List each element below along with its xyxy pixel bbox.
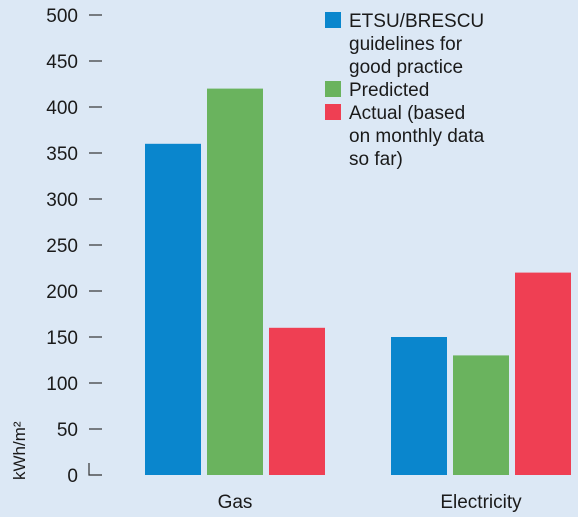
legend-label: ETSU/BRESCU guidelines for good practice — [349, 11, 484, 78]
category-labels: Gas Electricity — [218, 492, 523, 513]
legend-label: Predicted — [349, 80, 429, 101]
y-tick-label: 50 — [57, 420, 78, 441]
legend-swatch — [325, 81, 341, 97]
y-tick-label: 350 — [46, 144, 78, 165]
y-axis-label: kWh/m² — [10, 421, 29, 480]
bar — [515, 272, 571, 475]
bars — [145, 88, 571, 476]
category-label: Gas — [218, 492, 253, 513]
y-axis: 0 50 100 150 200 250 300 350 400 450 500 — [46, 6, 102, 487]
category-label: Electricity — [440, 492, 522, 513]
y-tick-label: 150 — [46, 328, 78, 349]
y-tick-label: 100 — [46, 374, 78, 395]
bar — [269, 327, 325, 475]
legend: ETSU/BRESCU guidelines for good practicePr… — [325, 11, 485, 170]
y-tick-label: 450 — [46, 52, 78, 73]
y-axis-corner — [88, 463, 102, 476]
bar — [391, 337, 447, 475]
legend-label: Actual (based on monthly data so far) — [349, 103, 485, 170]
y-tick-label: 0 — [67, 466, 78, 487]
bar — [453, 355, 509, 475]
bar — [145, 143, 201, 476]
y-tick-label: 500 — [46, 6, 78, 27]
legend-swatch — [325, 104, 341, 120]
y-tick-label: 200 — [46, 282, 78, 303]
legend-swatch — [325, 12, 341, 28]
y-tick-label: 300 — [46, 190, 78, 211]
y-tick-label: 400 — [46, 98, 78, 119]
y-tick-label: 250 — [46, 236, 78, 257]
bar — [207, 88, 263, 475]
